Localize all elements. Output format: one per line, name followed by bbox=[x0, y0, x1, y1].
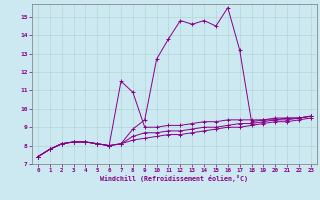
X-axis label: Windchill (Refroidissement éolien,°C): Windchill (Refroidissement éolien,°C) bbox=[100, 175, 248, 182]
